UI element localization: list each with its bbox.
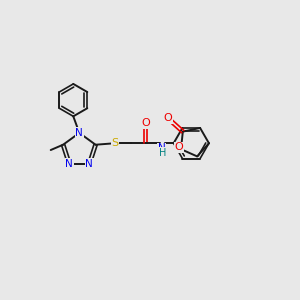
Text: H: H [159, 148, 166, 158]
Text: N: N [65, 159, 73, 169]
Text: O: O [164, 113, 172, 123]
Text: O: O [174, 142, 183, 152]
Text: N: N [85, 159, 93, 169]
Text: N: N [76, 128, 83, 138]
Text: S: S [111, 138, 118, 148]
Text: O: O [141, 118, 150, 128]
Text: N: N [158, 143, 165, 153]
